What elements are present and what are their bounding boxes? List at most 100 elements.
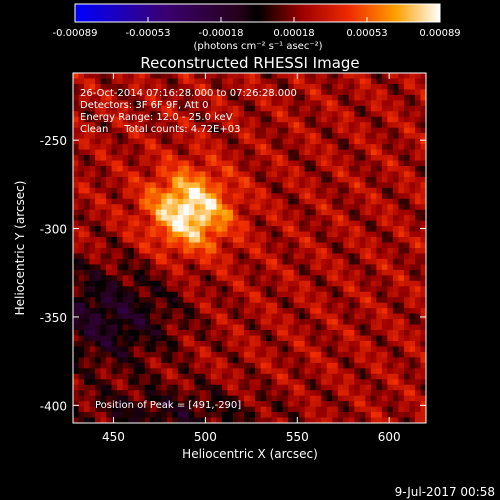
heatmap-cell [420,193,427,200]
heatmap-cell [299,149,306,156]
heatmap-cell [150,133,157,140]
heatmap-cell [409,193,416,200]
heatmap-cell [337,138,344,145]
heatmap-cell [315,346,322,353]
heatmap-cell [277,242,283,249]
heatmap-cell [89,144,96,150]
heatmap-cell [321,193,328,200]
heatmap-cell [122,351,129,358]
heatmap-cell [150,291,157,298]
heatmap-cell [199,401,206,407]
heatmap-cell [106,368,113,375]
heatmap-cell [348,368,355,375]
heatmap-cell [359,253,366,260]
heatmap-cell [260,231,267,238]
heatmap-cell [255,330,261,336]
heatmap-cell [84,176,90,183]
heatmap-cell [183,417,190,424]
heatmap-cell [266,193,272,200]
heatmap-cell [172,412,179,418]
heatmap-cell [387,242,394,249]
heatmap-cell [100,165,107,172]
heatmap-cell [249,401,256,407]
heatmap-cell [315,406,322,413]
heatmap-cell [89,373,96,380]
heatmap-cell [359,308,366,315]
heatmap-cell [216,248,223,254]
heatmap-cell [387,357,394,364]
heatmap-cell [381,291,388,298]
heatmap-cell [282,116,289,123]
heatmap-cell [150,357,157,364]
heatmap-cell [166,269,173,276]
heatmap-cell [271,357,278,364]
heatmap-cell [216,390,223,397]
heatmap-cell [370,182,377,189]
heatmap-cell [155,209,162,216]
heatmap-cell [111,171,118,178]
heatmap-cell [232,198,239,205]
heatmap-cell [293,269,300,276]
heatmap-cell [315,340,322,347]
heatmap-cell [420,275,427,282]
heatmap-cell [310,373,317,380]
heatmap-cell [321,330,328,336]
heatmap-cell [183,368,190,375]
heatmap-cell [332,237,339,243]
heatmap-cell [365,297,372,304]
heatmap-cell [271,264,278,271]
heatmap-cell [315,89,322,96]
heatmap-cell [161,220,168,227]
heatmap-cell [73,340,79,347]
heatmap-cell [221,264,228,271]
heatmap-cell [238,291,245,298]
heatmap-cell [243,264,250,271]
heatmap-cell [354,122,361,129]
heatmap-cell [337,73,344,79]
heatmap-cell [381,73,388,79]
heatmap-cell [199,193,206,200]
heatmap-cell [155,280,162,287]
heatmap-cell [277,335,283,342]
heatmap-cell [133,165,140,172]
heatmap-cell [370,89,377,96]
heatmap-cell [216,176,223,183]
heatmap-cell [199,127,206,134]
heatmap-cell [277,127,283,134]
heatmap-cell [315,242,322,249]
heatmap-cell [144,198,151,205]
heatmap-cell [332,127,339,134]
heatmap-cell [161,362,168,369]
heatmap-cell [326,368,333,375]
heatmap-cell [420,324,427,331]
heatmap-cell [255,384,261,391]
heatmap-cell [205,291,212,298]
heatmap-cell [376,149,383,156]
heatmap-cell [210,357,217,364]
heatmap-cell [117,357,124,364]
heatmap-cell [326,226,333,232]
heatmap-cell [392,324,399,331]
heatmap-cell [188,324,195,331]
heatmap-cell [216,269,223,276]
heatmap-cell [348,127,355,134]
heatmap-cell [155,406,162,413]
heatmap-cell [122,324,129,331]
heatmap-cell [321,198,328,205]
heatmap-cell [420,231,427,238]
heatmap-cell [260,187,267,194]
heatmap-cell [199,357,206,364]
heatmap-cell [403,209,410,216]
heatmap-cell [95,308,101,315]
heatmap-cell [155,291,162,298]
heatmap-cell [354,215,361,222]
heatmap-cell [326,275,333,282]
heatmap-cell [150,313,157,320]
heatmap-cell [271,116,278,123]
heatmap-cell [210,100,217,107]
heatmap-cell [100,335,107,342]
heatmap-cell [420,226,427,232]
heatmap-cell [409,149,416,156]
heatmap-cell [89,368,96,375]
heatmap-cell [370,149,377,156]
